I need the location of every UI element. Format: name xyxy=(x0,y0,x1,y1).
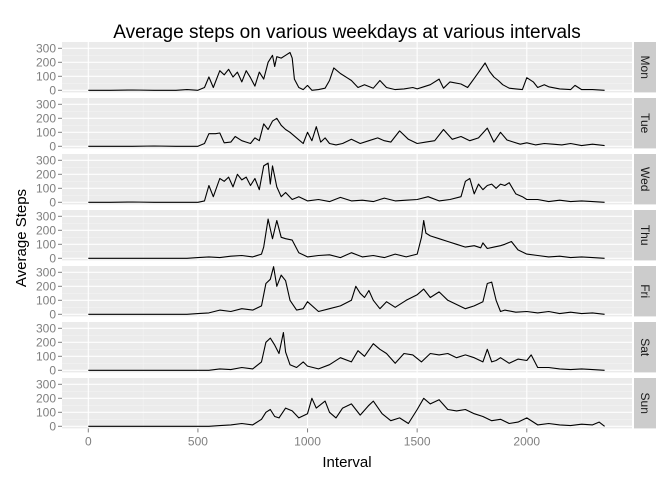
x-tick-label: 0 xyxy=(85,434,92,448)
y-tick-label: 200 xyxy=(36,55,56,69)
y-tick-label: 300 xyxy=(36,153,56,167)
y-tick-label: 100 xyxy=(36,349,56,363)
facet-strip-wed xyxy=(634,154,656,205)
y-tick-label: 300 xyxy=(36,377,56,391)
x-tick-label: 2000 xyxy=(513,434,540,448)
facet-label-sat: Sat xyxy=(638,338,652,357)
y-tick-label: 200 xyxy=(36,167,56,181)
x-tick-label: 500 xyxy=(188,434,208,448)
y-tick-label: 100 xyxy=(36,69,56,83)
y-tick-label: 300 xyxy=(36,209,56,223)
y-tick-label: 200 xyxy=(36,111,56,125)
y-tick-label: 0 xyxy=(49,307,56,321)
panel-background xyxy=(62,266,632,317)
chart-title: Average steps on various weekdays at var… xyxy=(113,22,581,43)
y-tick-label: 300 xyxy=(36,321,56,335)
facet-strip-tue xyxy=(634,98,656,149)
panel-background xyxy=(62,378,632,429)
facet-label-sun: Sun xyxy=(638,393,652,414)
y-tick-label: 0 xyxy=(49,83,56,97)
facet-label-thu: Thu xyxy=(638,225,652,246)
x-tick-label: 1000 xyxy=(294,434,321,448)
y-tick-label: 100 xyxy=(36,237,56,251)
facet-label-tue: Tue xyxy=(638,113,652,134)
y-tick-label: 300 xyxy=(36,41,56,55)
facet-strip-sun xyxy=(634,378,656,429)
facet-strip-fri xyxy=(634,266,656,317)
y-tick-label: 0 xyxy=(49,195,56,209)
facet-label-wed: Wed xyxy=(638,167,652,191)
y-tick-label: 0 xyxy=(49,251,56,265)
y-tick-label: 100 xyxy=(36,293,56,307)
y-tick-label: 200 xyxy=(36,279,56,293)
series-line-mon xyxy=(88,51,605,91)
series-line-tue xyxy=(88,117,605,147)
facet-strip-thu xyxy=(634,210,656,261)
facet-label-fri: Fri xyxy=(638,284,652,298)
x-axis: 0 500 1000 1500 2000 xyxy=(85,428,540,448)
x-axis-label: Interval xyxy=(322,454,371,471)
x-tick-label: 1500 xyxy=(404,434,431,448)
y-tick-label: 100 xyxy=(36,181,56,195)
facet-panels: 0100200300Mon0100200300Tue0100200300Wed0… xyxy=(36,41,656,433)
series-line-fri xyxy=(88,266,605,315)
facet-label-mon: Mon xyxy=(638,56,652,79)
y-tick-label: 0 xyxy=(49,139,56,153)
y-tick-label: 300 xyxy=(36,265,56,279)
panel-background xyxy=(62,42,632,93)
panel-background xyxy=(62,154,632,205)
panel-background xyxy=(62,98,632,149)
panel-background xyxy=(62,322,632,373)
series-line-thu xyxy=(88,218,605,259)
facet-strip-mon xyxy=(634,42,656,93)
y-tick-label: 300 xyxy=(36,97,56,111)
series-line-sat xyxy=(88,331,605,371)
series-line-wed xyxy=(88,162,605,203)
panel-background xyxy=(62,210,632,261)
facet-strip-sat xyxy=(634,322,656,373)
series-line-sun xyxy=(88,397,605,427)
y-tick-label: 0 xyxy=(49,419,56,433)
y-axis-label: Average Steps xyxy=(13,189,30,287)
y-tick-label: 200 xyxy=(36,335,56,349)
y-tick-label: 100 xyxy=(36,125,56,139)
y-tick-label: 0 xyxy=(49,363,56,377)
y-tick-label: 200 xyxy=(36,223,56,237)
y-tick-label: 200 xyxy=(36,391,56,405)
y-tick-label: 100 xyxy=(36,405,56,419)
